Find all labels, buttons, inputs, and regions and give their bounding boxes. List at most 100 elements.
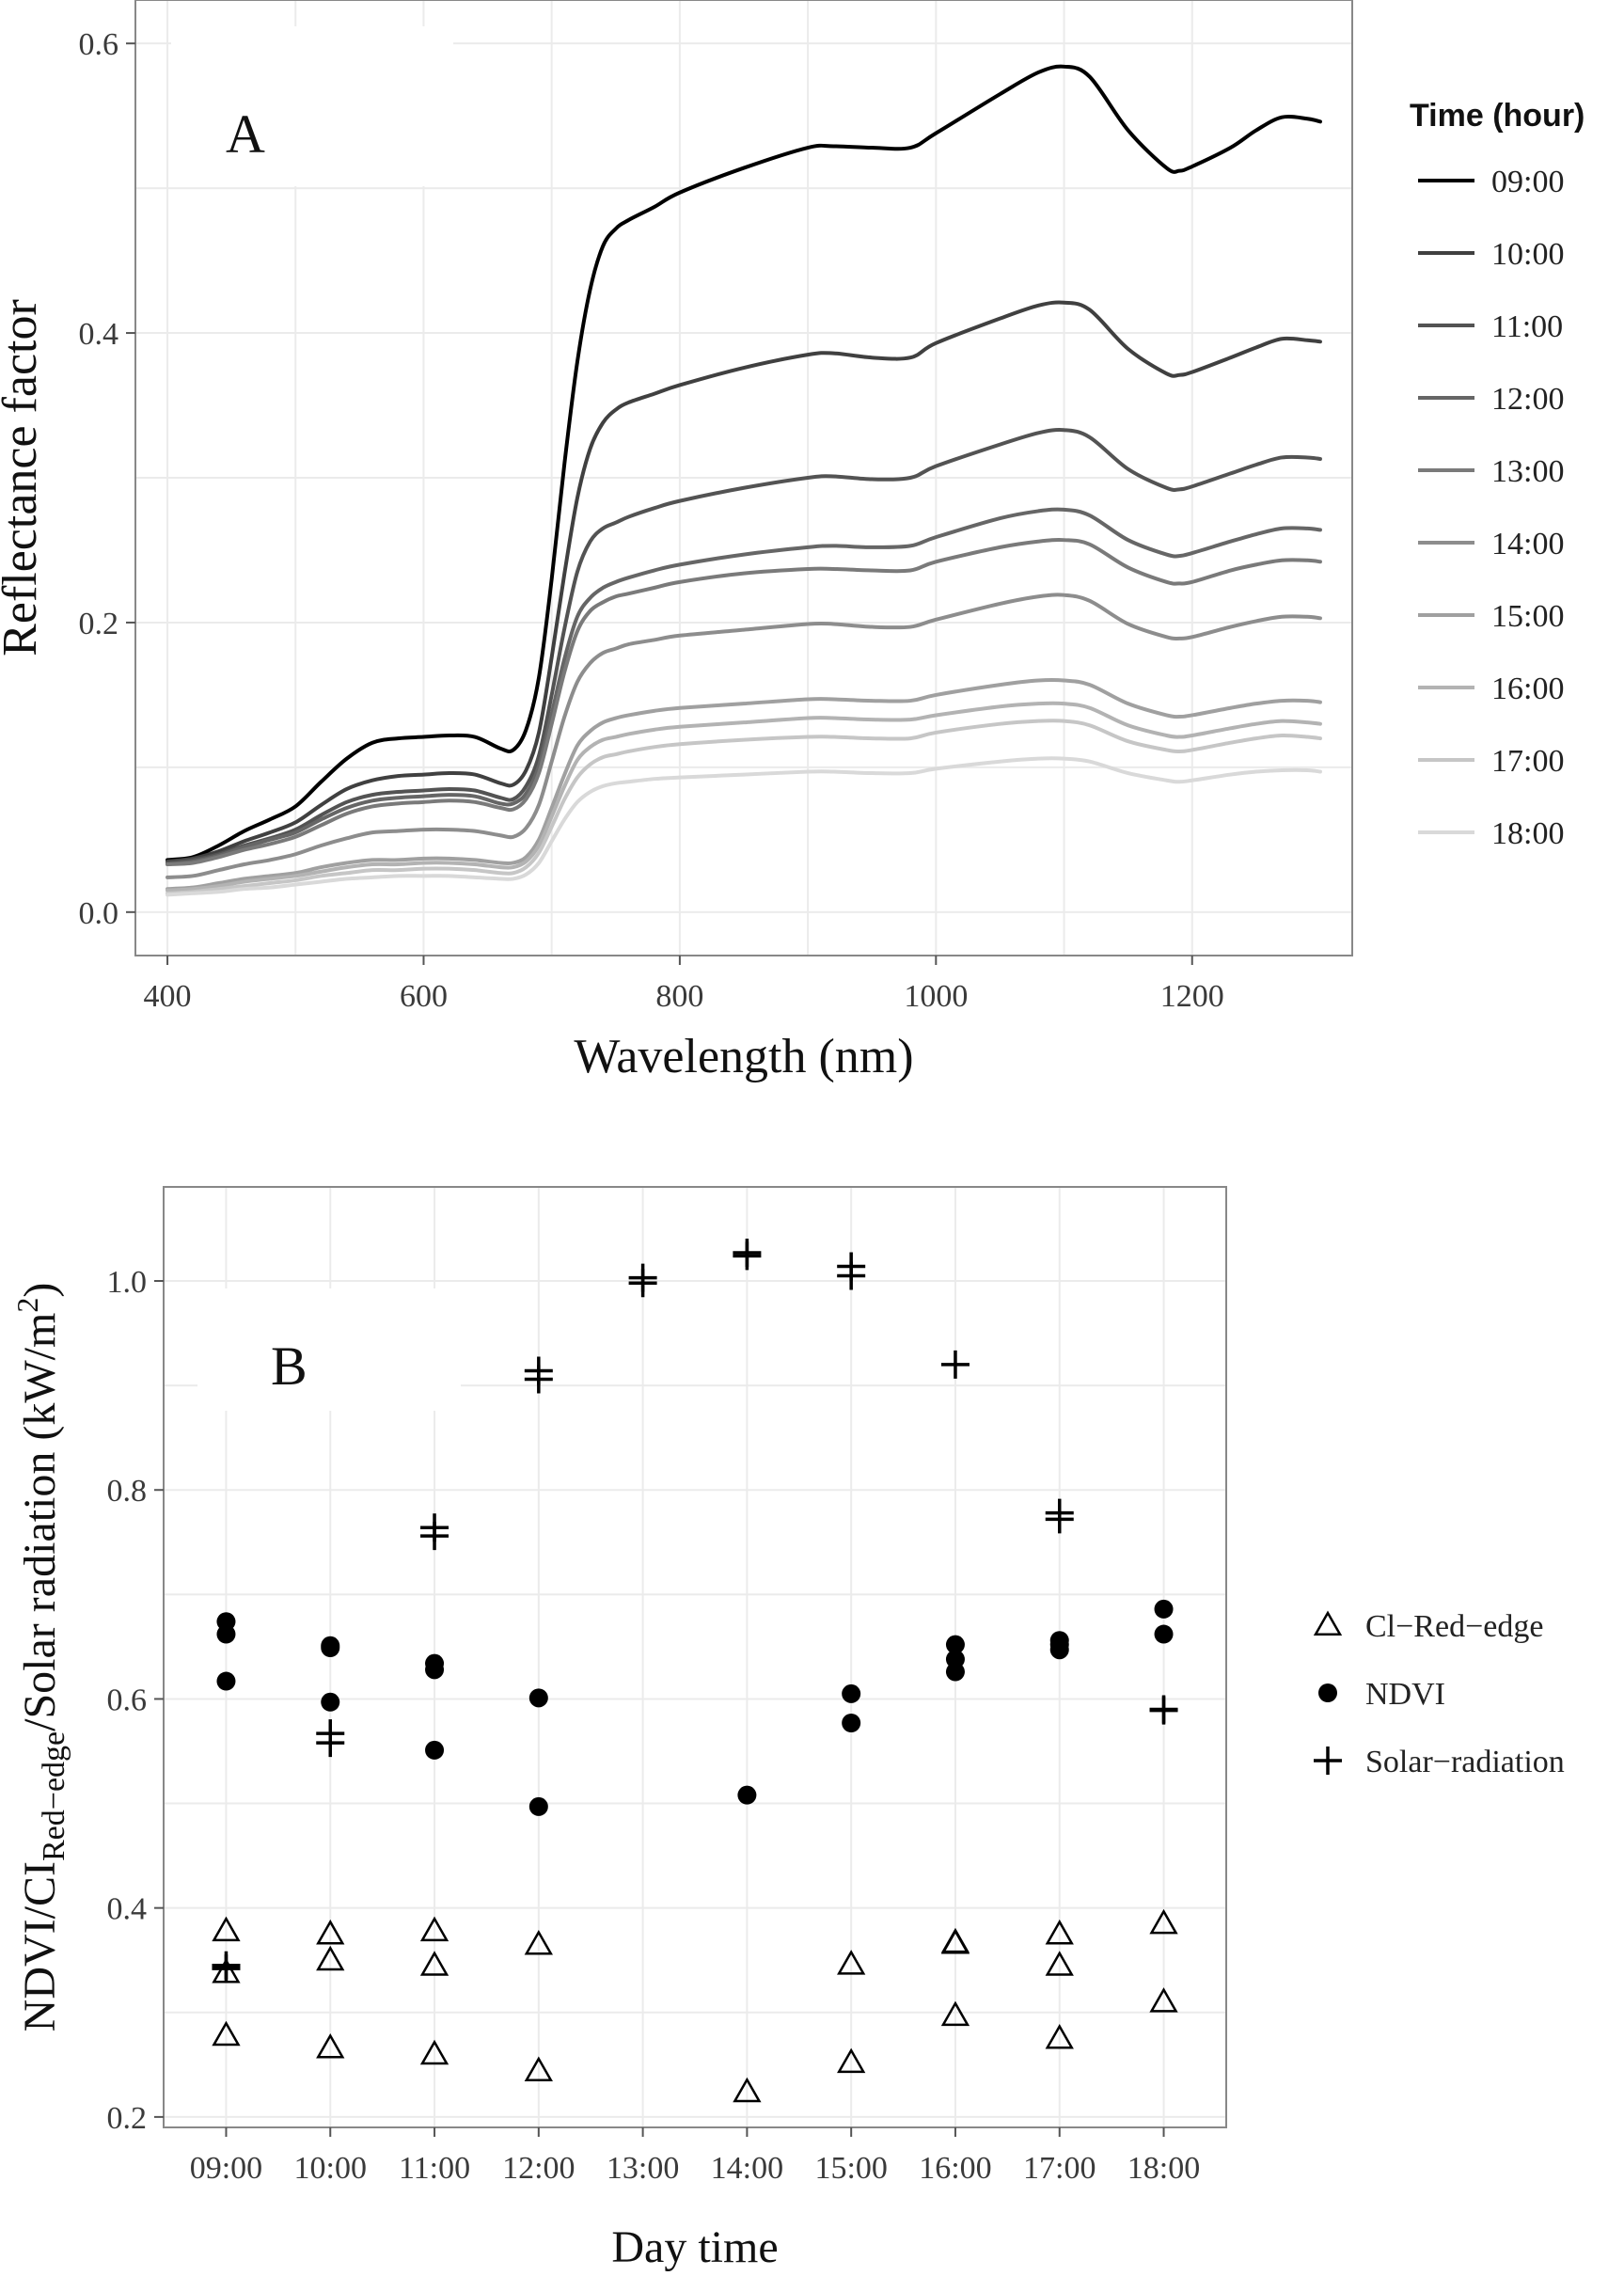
panel-b-point <box>1045 2024 1074 2049</box>
panel-b-point <box>419 1951 449 1976</box>
panel-a-legend-label: 14:00 <box>1491 527 1564 561</box>
panel-a-legend: Time (hour) 09:00 10:00 11:00 12:00 13:00 14:… <box>1410 98 1585 851</box>
panel-a-series-line <box>166 756 1322 897</box>
panel-b-point <box>1154 1624 1174 1644</box>
panel-b-x-tick-label: 12:00 <box>502 2151 575 2186</box>
panel-b-point <box>216 1671 236 1691</box>
panel-b-point <box>1049 1640 1069 1660</box>
panel-b-label-background <box>197 1288 461 1411</box>
panel-b-point <box>419 1916 449 1942</box>
panel-b-point <box>420 1522 449 1551</box>
panel-b-x-tick-label: 14:00 <box>711 2151 783 2186</box>
panel-b-x-tick-label: 09:00 <box>190 2151 262 2186</box>
panel-b-point <box>425 1740 445 1760</box>
panel-b-y-tick-label: 0.6 <box>107 1683 148 1717</box>
panel-a-series-line <box>166 701 1322 893</box>
panel-b-point <box>419 2039 449 2065</box>
panel-b-point <box>1045 1505 1074 1534</box>
panel-a-label-background <box>171 26 453 186</box>
panel-a-reflectance-chart: 400 600 800 1000 1200 0.0 0.2 0.4 0.6 A Waveleng… <box>0 0 1585 1083</box>
panel-a-y-axis-title: Reflectance factor <box>0 299 47 656</box>
panel-a-legend-label: 09:00 <box>1491 165 1564 199</box>
panel-b-point <box>837 2047 866 2074</box>
panel-a-x-tick-label: 1200 <box>1160 979 1224 1014</box>
panel-b-point <box>733 2077 762 2103</box>
panel-a-x-axis-title: Wavelength (nm) <box>574 1030 913 1083</box>
panel-b-x-tick-label: 15:00 <box>814 2151 887 2186</box>
panel-b-ticks: 09:00 10:00 11:00 12:00 13:00 14:00 15:00 16:00… <box>107 1265 1201 2186</box>
panel-b-point <box>524 1930 553 1955</box>
panel-b-legend: Cl−Red−edge NDVI Solar−radiation <box>1313 1609 1565 1779</box>
panel-b-y-axis-title-part-b: /Solar radiation (kW/m <box>15 1313 65 1731</box>
panel-b-point <box>1149 1696 1178 1725</box>
panel-b-legend-key <box>1313 1610 1343 1636</box>
panel-a-series-line <box>166 593 1322 879</box>
panel-a-legend-label: 13:00 <box>1491 454 1564 489</box>
panel-b-point <box>316 1729 345 1758</box>
panel-b-point <box>940 1928 970 1954</box>
panel-a-series-line <box>166 677 1322 892</box>
panel-b-point <box>842 1683 861 1703</box>
panel-a-lines <box>166 64 1322 897</box>
panel-b-point <box>321 1638 340 1657</box>
panel-a-legend-label: 17:00 <box>1491 744 1564 779</box>
panel-a-y-tick-label: 0.6 <box>79 27 119 62</box>
panel-b-point <box>1045 1951 1074 1976</box>
panel-a-legend-title: Time (hour) <box>1410 98 1585 134</box>
panel-b-point <box>1154 1599 1174 1619</box>
panel-a-y-tick-label: 0.4 <box>79 317 119 352</box>
panel-a-series-line <box>166 538 1322 867</box>
panel-a-frame <box>134 0 1353 956</box>
panel-b-point <box>628 1269 657 1298</box>
panel-b-point <box>216 1624 236 1644</box>
panel-b-y-tick-label: 0.4 <box>107 1892 148 1927</box>
panel-b-x-tick-label: 17:00 <box>1023 2151 1096 2186</box>
panel-b-y-axis-title-part-c: ) <box>15 1283 65 1298</box>
panel-b-x-tick-label: 16:00 <box>919 2151 991 2186</box>
panel-b-y-axis-title-superscript: 2 <box>10 1298 44 1313</box>
panel-b-point <box>524 2056 553 2081</box>
panel-b-y-axis-title-subscript: Red−edge <box>37 1731 71 1861</box>
panel-b-point <box>945 1662 965 1682</box>
panel-a-legend-label: 10:00 <box>1491 237 1564 272</box>
panel-b-points <box>212 1239 1178 2103</box>
panel-a-series-line <box>166 719 1322 895</box>
panel-b-point <box>737 1785 757 1805</box>
panel-b-point <box>945 1635 965 1654</box>
panel-a-legend-label: 11:00 <box>1491 309 1563 344</box>
panel-b-point <box>316 1919 345 1945</box>
panel-a-x-tick-label: 400 <box>144 979 192 1014</box>
panel-b-point <box>528 1688 548 1708</box>
panel-b-x-tick-label: 10:00 <box>294 2151 367 2186</box>
panel-a-ticks: 400 600 800 1000 1200 0.0 0.2 0.4 0.6 <box>79 27 1224 1014</box>
panel-a-label: A <box>226 103 265 165</box>
panel-b-point <box>316 2033 345 2059</box>
panel-a-y-tick-label: 0.0 <box>79 896 119 931</box>
panel-b-legend-label: Solar−radiation <box>1365 1745 1565 1779</box>
panel-b-point <box>837 1950 866 1975</box>
panel-b-point <box>940 1350 970 1379</box>
panel-b-frame <box>163 1186 1227 2128</box>
panel-b-legend-label: NDVI <box>1365 1677 1445 1712</box>
panel-b-x-tick-label: 13:00 <box>607 2151 679 2186</box>
panel-b-point <box>940 2000 970 2027</box>
panel-b-legend-key <box>1314 1747 1342 1775</box>
panel-a-legend-label: 16:00 <box>1491 672 1564 706</box>
panel-a-y-tick-label: 0.2 <box>79 607 119 641</box>
panel-b-point <box>212 1954 241 1984</box>
panel-b-label: B <box>271 1336 307 1397</box>
panel-a-series-line <box>166 427 1322 865</box>
panel-a-grid <box>135 0 1352 956</box>
panel-b-legend-key <box>1318 1683 1337 1702</box>
panel-b-point <box>1149 1987 1178 2013</box>
panel-a-series-line <box>166 300 1322 863</box>
panel-b-point <box>1149 1908 1178 1935</box>
panel-a-legend-label: 15:00 <box>1491 599 1564 634</box>
panel-b-point <box>528 1796 548 1816</box>
panel-b-point <box>321 1692 340 1712</box>
panel-a-x-tick-label: 600 <box>400 979 448 1014</box>
panel-b-y-tick-label: 0.8 <box>107 1474 148 1509</box>
panel-b-y-axis-title: NDVI/CIRed−edge/Solar radiation (kW/m2) <box>10 1283 71 2032</box>
